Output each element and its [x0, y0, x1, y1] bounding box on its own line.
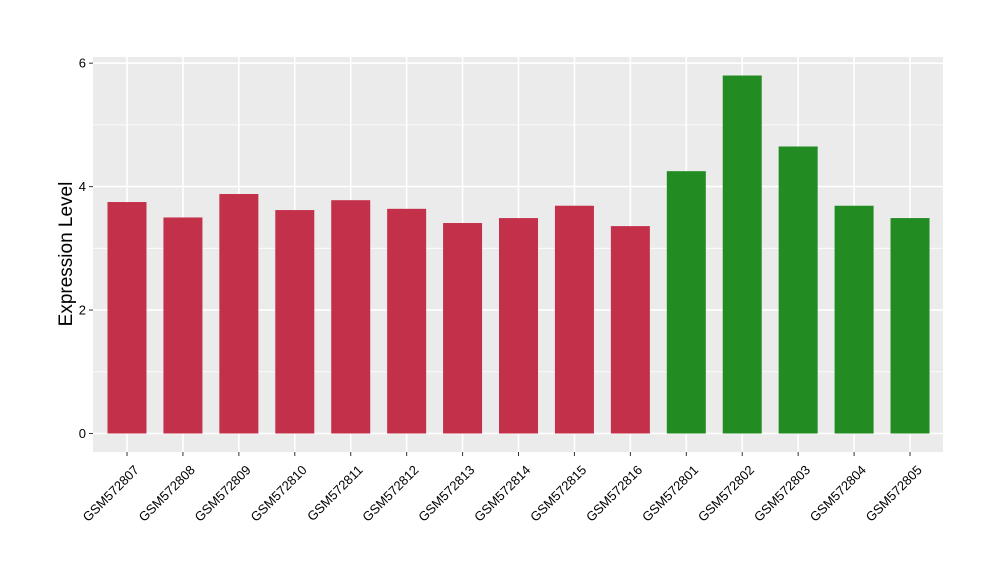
bar-GSM572815	[554, 205, 594, 434]
bar-GSM572807	[107, 202, 147, 434]
y-axis-label: Expression Level	[56, 182, 77, 327]
x-tick-label: GSM572810	[247, 462, 309, 524]
bar-GSM572804	[834, 205, 874, 434]
bar-GSM572814	[499, 218, 539, 434]
bar-GSM572809	[219, 194, 259, 434]
y-tick-label: 6	[79, 56, 86, 71]
y-tick-label: 0	[79, 426, 86, 441]
bar-GSM572808	[163, 217, 203, 434]
bar-GSM572811	[331, 200, 371, 434]
x-tick-label: GSM572805	[863, 462, 925, 524]
x-tick-label: GSM572801	[639, 462, 701, 524]
bar-GSM572805	[890, 218, 930, 434]
x-tick-label: GSM572814	[471, 462, 533, 524]
x-tick-label: GSM572812	[359, 462, 421, 524]
x-tick-label: GSM572815	[527, 462, 589, 524]
x-tick-label: GSM572811	[304, 462, 366, 524]
bars	[107, 75, 930, 434]
bar-GSM572802	[722, 75, 762, 434]
bar-GSM572801	[666, 171, 706, 434]
x-tick-label: GSM572804	[807, 462, 869, 524]
x-tick-label: GSM572807	[80, 462, 142, 524]
bar-GSM572813	[443, 223, 483, 434]
bar-GSM572803	[778, 146, 818, 434]
x-tick-label: GSM572808	[136, 462, 198, 524]
x-tick-label: GSM572809	[192, 462, 254, 524]
bar-GSM572810	[275, 210, 315, 434]
y-tick-label: 2	[79, 303, 86, 318]
x-axis: GSM572807GSM572808GSM572809GSM572810GSM5…	[80, 452, 925, 525]
x-tick-label: GSM572813	[415, 462, 477, 524]
x-tick-label: GSM572803	[751, 462, 813, 524]
x-tick-label: GSM572816	[583, 462, 645, 524]
bar-GSM572812	[387, 208, 427, 434]
bar-GSM572816	[610, 226, 650, 434]
x-tick-label: GSM572802	[695, 462, 757, 524]
y-axis: 0 2 4 6	[79, 56, 93, 441]
y-tick-label: 4	[79, 179, 86, 194]
